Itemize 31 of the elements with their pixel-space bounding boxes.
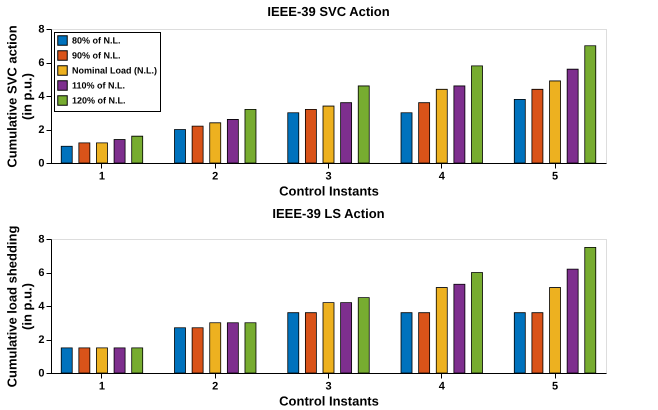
chart-title: IEEE-39 SVC Action — [267, 4, 390, 19]
x-axis-title: Control Instants — [279, 184, 379, 198]
x-tick-label: 2 — [212, 380, 218, 392]
y-axis-title: Cumulative load shedding (in p.u.) — [4, 226, 34, 388]
y-tick-label: 0 — [38, 158, 44, 170]
x-tick-label: 5 — [552, 170, 558, 182]
legend-label: 120% of N.L. — [72, 96, 126, 106]
legend-label: Nominal Load (N.L.) — [72, 66, 157, 76]
x-tick-label: 2 — [212, 170, 218, 182]
y-tick-label: 4 — [38, 90, 46, 102]
y-tick-label: 0 — [38, 368, 44, 380]
y-tick-label: 8 — [38, 234, 44, 246]
x-tick-label: 3 — [325, 170, 332, 182]
y-tick-label: 8 — [38, 24, 44, 36]
x-tick-label: 4 — [438, 380, 446, 392]
y-tick-label: 6 — [38, 267, 44, 279]
x-tick-label: 1 — [98, 380, 106, 392]
chart-title: IEEE-39 LS Action — [272, 206, 385, 222]
x-tick-label: 3 — [325, 380, 332, 392]
y-tick-label: 4 — [38, 300, 46, 312]
x-tick-label: 4 — [438, 170, 446, 182]
y-axis-title: Cumulative SVC action (in p.u.) — [4, 25, 34, 168]
y-tick-label: 6 — [38, 57, 44, 69]
y-tick-label: 2 — [38, 334, 44, 346]
x-tick-label: 1 — [98, 170, 106, 182]
legend-label: 80% of N.L. — [72, 36, 121, 46]
y-tick-label: 2 — [38, 124, 44, 136]
x-axis-title: Control Instants — [279, 394, 379, 408]
x-tick-label: 5 — [552, 380, 558, 392]
legend-label: 90% of N.L. — [72, 50, 121, 60]
legend-label: 110% of N.L. — [72, 80, 126, 90]
